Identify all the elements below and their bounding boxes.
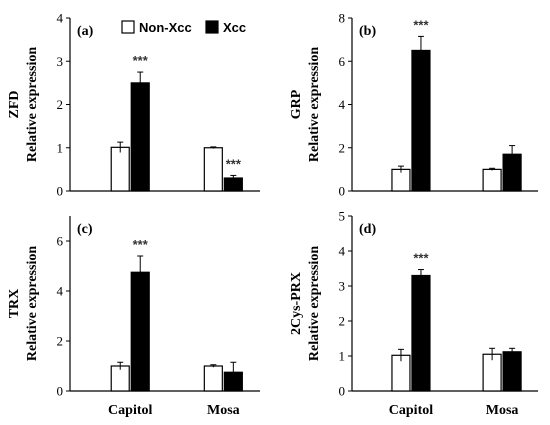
bar-xcc bbox=[411, 49, 431, 192]
y-axis-title: Relative expression bbox=[307, 47, 322, 162]
legend-swatch-non-xcc bbox=[121, 20, 135, 34]
y-tick-label: 6 bbox=[339, 54, 346, 69]
y-axis-gene-label: 2Cys-PRX bbox=[289, 272, 304, 335]
x-tick-label: Mosa bbox=[486, 403, 519, 418]
y-tick-label: 2 bbox=[57, 97, 64, 112]
bar-non-xcc bbox=[203, 365, 223, 392]
y-tick-label: 4 bbox=[57, 11, 64, 26]
y-axis-gene-label: TRX bbox=[7, 289, 22, 319]
y-tick-label: 8 bbox=[339, 11, 346, 26]
panel-label: (c) bbox=[77, 222, 93, 237]
legend-label-xcc: Xcc bbox=[223, 20, 246, 35]
significance-marker: *** bbox=[413, 251, 429, 266]
significance-marker: *** bbox=[133, 237, 149, 252]
y-tick-label: 4 bbox=[339, 97, 346, 112]
significance-marker: *** bbox=[226, 156, 242, 171]
legend-label-non-xcc: Non-Xcc bbox=[139, 20, 192, 35]
y-tick-label: 1 bbox=[339, 349, 346, 364]
y-tick-label: 3 bbox=[57, 54, 64, 69]
bar-non-xcc bbox=[482, 168, 502, 192]
y-tick-label: 4 bbox=[57, 284, 64, 299]
y-tick-label: 0 bbox=[57, 184, 64, 199]
y-tick-label: 0 bbox=[339, 384, 346, 399]
y-tick-label: 6 bbox=[57, 234, 64, 249]
y-tick-label: 1 bbox=[57, 140, 64, 155]
bar-non-xcc bbox=[203, 147, 223, 192]
chart-panel-2: 0 2 4 6 (c) TRX Relative expression *** Capitol M… bbox=[7, 216, 260, 418]
panel-label: (a) bbox=[77, 24, 94, 39]
x-tick-label: Capitol bbox=[108, 403, 152, 418]
bar-non-xcc bbox=[110, 146, 130, 192]
bar-xcc bbox=[502, 351, 522, 392]
y-axis-title: Relative expression bbox=[25, 246, 40, 361]
y-axis-title: Relative expression bbox=[307, 246, 322, 361]
bar-xcc bbox=[130, 82, 150, 192]
significance-marker: *** bbox=[413, 17, 429, 32]
chart-panel-1: 0 2 4 6 8 (b) GRP Relative expression *** bbox=[289, 11, 538, 199]
y-tick-label: 2 bbox=[339, 314, 346, 329]
bar-xcc bbox=[130, 271, 150, 392]
chart-panel-3: 0 1 2 3 4 5 (d) 2Cys-PRX Relative expression *** C… bbox=[289, 209, 538, 418]
y-axis-title: Relative expression bbox=[25, 47, 40, 162]
x-tick-label: Capitol bbox=[389, 403, 433, 418]
x-tick-label: Mosa bbox=[207, 403, 240, 418]
y-tick-label: 4 bbox=[339, 244, 346, 259]
legend-swatch-xcc bbox=[205, 20, 219, 34]
y-tick-label: 2 bbox=[57, 334, 64, 349]
y-tick-label: 5 bbox=[339, 209, 346, 224]
legend: Non-Xcc Xcc bbox=[121, 20, 246, 35]
bar-xcc bbox=[411, 274, 431, 392]
y-tick-label: 0 bbox=[339, 184, 346, 199]
y-tick-label: 0 bbox=[57, 384, 64, 399]
chart-panel-0: 0 1 2 3 4 (a) ZFD Relative expression *** *** bbox=[7, 11, 260, 199]
y-axis-gene-label: GRP bbox=[289, 89, 304, 119]
panel-label: (b) bbox=[359, 24, 376, 39]
y-tick-label: 3 bbox=[339, 279, 346, 294]
significance-marker: *** bbox=[133, 53, 149, 68]
y-axis-gene-label: ZFD bbox=[7, 91, 22, 119]
panel-label: (d) bbox=[359, 222, 376, 237]
y-tick-label: 2 bbox=[339, 140, 346, 155]
